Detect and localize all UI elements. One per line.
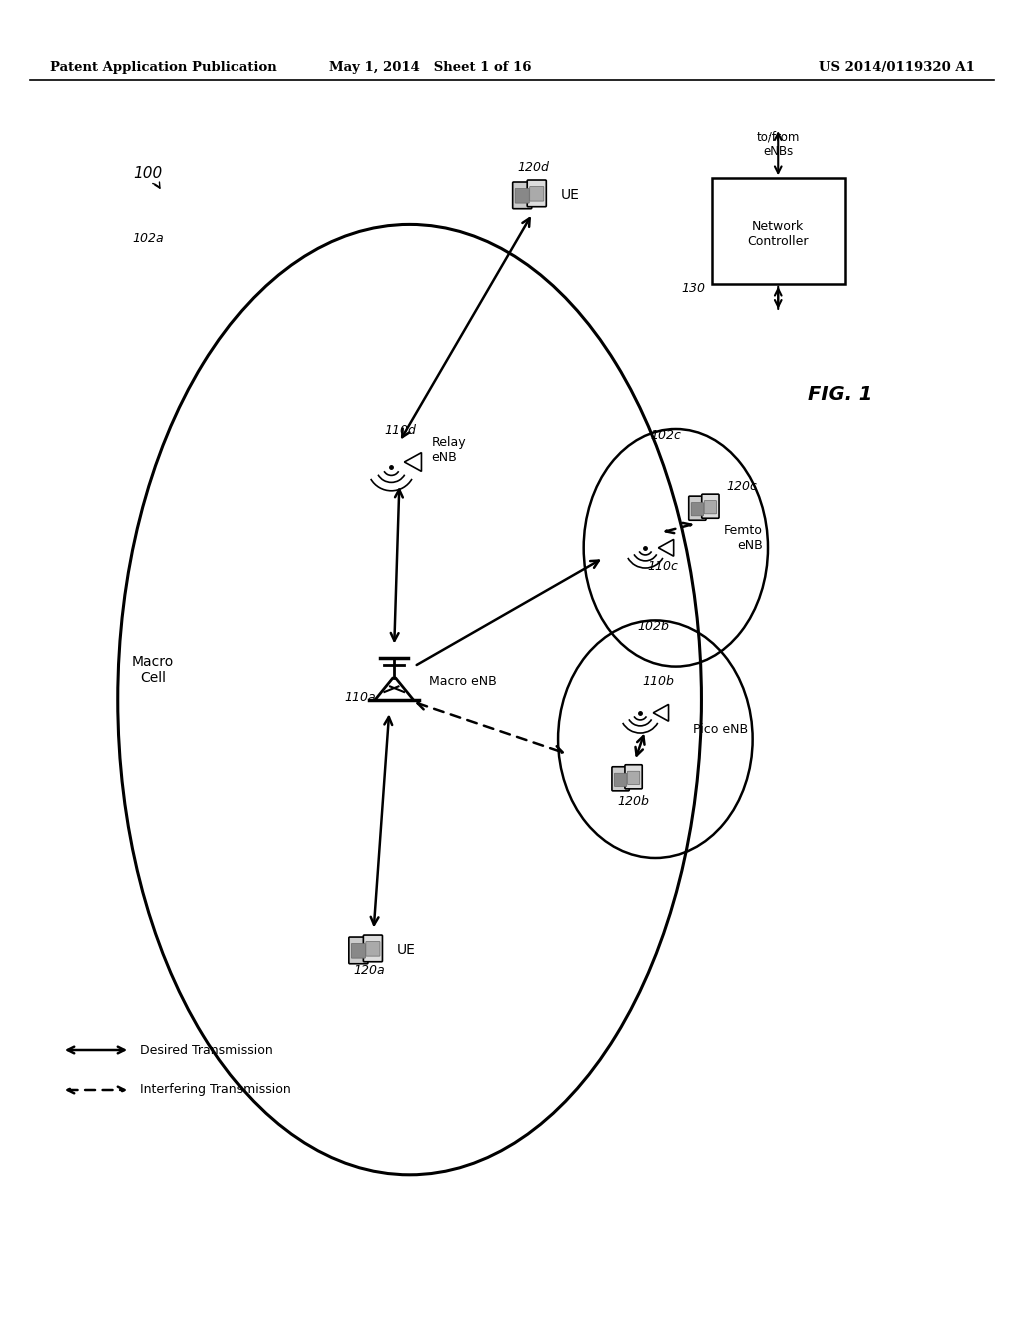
Text: Desired Transmission: Desired Transmission [140,1044,272,1056]
Text: 110b: 110b [642,675,674,688]
Polygon shape [658,540,674,556]
Text: UE: UE [560,189,580,202]
Text: 102a: 102a [133,232,165,246]
Text: UE: UE [396,944,416,957]
Text: 130: 130 [682,281,706,294]
FancyBboxPatch shape [628,771,640,784]
Polygon shape [404,453,422,471]
FancyBboxPatch shape [689,496,706,520]
FancyBboxPatch shape [349,937,368,964]
FancyBboxPatch shape [712,178,845,284]
Text: 120c: 120c [727,480,758,494]
Text: 100: 100 [133,166,163,181]
FancyBboxPatch shape [705,500,717,513]
FancyBboxPatch shape [366,941,380,956]
FancyBboxPatch shape [527,180,547,207]
Text: 102b: 102b [637,620,670,634]
Text: Network
Controller: Network Controller [748,220,809,248]
Text: 120d: 120d [517,161,549,174]
FancyBboxPatch shape [515,189,529,203]
Text: 110d: 110d [384,424,416,437]
Text: 110c: 110c [647,560,678,573]
Text: 120b: 120b [617,795,649,808]
FancyBboxPatch shape [612,767,629,791]
Text: May 1, 2014   Sheet 1 of 16: May 1, 2014 Sheet 1 of 16 [329,62,531,74]
FancyBboxPatch shape [529,186,544,201]
Polygon shape [653,705,669,721]
FancyBboxPatch shape [364,935,383,962]
Text: Femto
eNB: Femto eNB [724,524,763,552]
FancyBboxPatch shape [614,774,627,787]
Text: Pico eNB: Pico eNB [692,723,748,735]
Text: Macro eNB: Macro eNB [429,675,497,688]
Text: Macro
Cell: Macro Cell [132,655,174,685]
Text: . . .: . . . [768,127,788,139]
Text: Patent Application Publication: Patent Application Publication [50,62,276,74]
Text: Relay
eNB: Relay eNB [431,436,466,465]
Text: US 2014/0119320 A1: US 2014/0119320 A1 [819,62,975,74]
Text: to/from
eNBs: to/from eNBs [757,131,800,158]
Text: 102c: 102c [651,429,682,442]
FancyBboxPatch shape [701,494,719,519]
FancyBboxPatch shape [351,944,366,958]
Text: Interfering Transmission: Interfering Transmission [140,1084,291,1097]
Text: 120a: 120a [353,965,385,977]
FancyBboxPatch shape [691,503,703,516]
FancyBboxPatch shape [625,764,642,789]
Text: FIG. 1: FIG. 1 [808,385,872,404]
FancyBboxPatch shape [513,182,531,209]
Text: 110a: 110a [344,692,376,705]
